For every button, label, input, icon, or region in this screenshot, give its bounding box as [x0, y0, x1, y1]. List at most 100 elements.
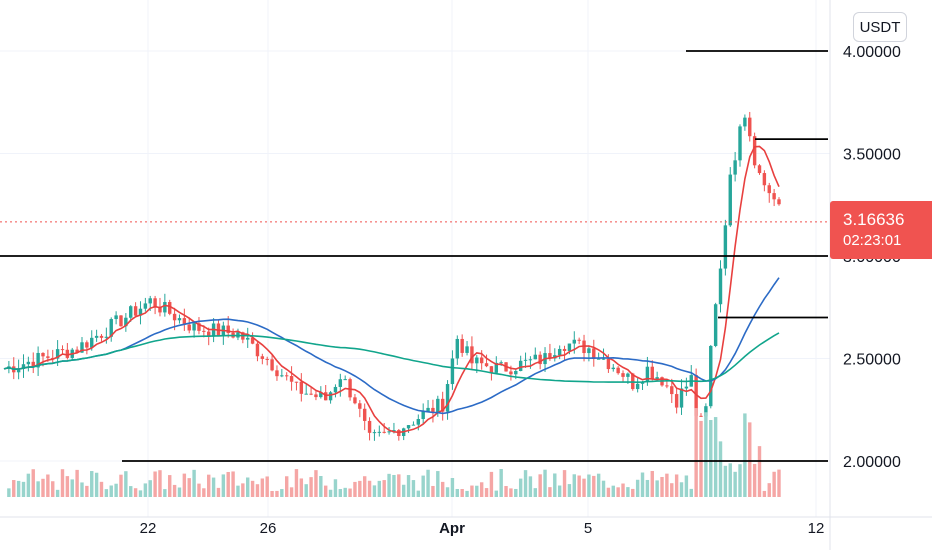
volume-bar: [616, 487, 620, 497]
volume-bar: [168, 475, 172, 497]
candle-body: [119, 315, 123, 327]
candle-body: [626, 373, 630, 377]
candle-body: [362, 408, 367, 421]
volume-bar: [353, 481, 357, 497]
volume-bar: [192, 469, 196, 497]
candle-body: [16, 368, 21, 373]
price-tick-label: 2.00000: [843, 454, 901, 471]
candle-body: [670, 386, 674, 395]
candle-body: [124, 317, 128, 327]
volume-bar: [689, 488, 693, 497]
candle-body: [601, 358, 606, 360]
volume-bar: [611, 485, 615, 497]
candle-body: [55, 349, 60, 359]
candle-body: [440, 398, 445, 412]
candle-body: [489, 366, 494, 373]
candle-body: [445, 384, 450, 412]
candle-body: [479, 357, 484, 364]
volume-bar: [202, 488, 206, 497]
candle-body: [777, 199, 781, 205]
volume-bar: [65, 476, 70, 497]
candle-body: [509, 371, 513, 375]
candle-body: [21, 364, 26, 369]
volume-bar: [416, 490, 421, 497]
volume-bar: [153, 471, 157, 497]
candle-body: [577, 339, 581, 341]
volume-bar: [567, 484, 572, 497]
price-tick-label: 4.00000: [843, 44, 901, 61]
volume-bar: [694, 408, 698, 497]
candle-body: [129, 306, 133, 318]
price-tick-label: 3.50000: [843, 147, 901, 164]
candle-body: [75, 349, 79, 353]
candle-body: [168, 302, 172, 314]
volume-bar: [289, 487, 294, 497]
volume-bar: [499, 469, 503, 497]
candle-body: [314, 394, 318, 398]
volume-bar: [104, 489, 109, 497]
time-tick-label: 26: [260, 520, 277, 537]
candle-body: [523, 359, 528, 361]
volume-bar: [304, 484, 308, 497]
volume-bar: [314, 470, 318, 497]
candle-body: [611, 367, 615, 370]
candle-body: [90, 337, 94, 348]
candle-body: [484, 363, 489, 367]
volume-bar: [70, 479, 74, 497]
volume-bar: [372, 485, 377, 497]
bar-countdown-timer: 02:23:01: [843, 232, 902, 249]
candle-body: [85, 342, 89, 348]
volume-bar: [51, 481, 55, 497]
candle-body: [679, 388, 684, 408]
volume-bar: [46, 474, 50, 497]
volume-bar: [582, 478, 586, 497]
volume-bar: [518, 478, 523, 497]
ma-fast-line: [3, 145, 780, 434]
volume-bar: [557, 485, 562, 497]
candle-body: [772, 193, 776, 200]
volume-bar: [436, 471, 440, 497]
volume-bar: [626, 487, 630, 497]
candle-body: [99, 335, 104, 338]
candle-body: [280, 375, 284, 377]
candle-body: [65, 349, 70, 358]
volume-bar: [226, 471, 230, 497]
candle-body: [226, 325, 230, 334]
currency-selector-button[interactable]: USDT: [853, 12, 907, 42]
volume-bar: [60, 469, 65, 497]
volume-bar: [129, 486, 133, 497]
time-tick-label: 5: [584, 520, 592, 537]
candle-body: [265, 358, 269, 360]
candle-body: [31, 361, 35, 368]
candle-body: [557, 348, 562, 356]
candle-body: [436, 398, 440, 413]
candle-body: [114, 315, 118, 320]
candle-body: [275, 370, 279, 377]
volume-bar: [538, 474, 542, 497]
candle-body: [465, 346, 469, 353]
ma-mid-line: [3, 277, 780, 415]
volume-bar: [665, 473, 669, 497]
volume-bar: [704, 412, 708, 497]
volume-bar: [138, 490, 143, 497]
candle-body: [26, 361, 31, 365]
volume-bar: [16, 480, 21, 497]
volume-bar: [85, 485, 89, 497]
candle-body: [60, 349, 65, 351]
volume-bar: [660, 476, 664, 497]
volume-bar: [80, 482, 84, 497]
volume-bar: [99, 481, 104, 497]
candle-body: [348, 379, 352, 398]
volume-bar: [333, 479, 338, 497]
candle-body: [270, 359, 274, 371]
volume-bar: [421, 475, 425, 497]
volume-bar: [606, 487, 611, 497]
volume-bar: [143, 483, 148, 497]
volume-bar: [41, 478, 45, 497]
price-tick-label: 2.50000: [843, 352, 901, 369]
candle-body: [743, 117, 747, 127]
candle-body: [358, 403, 362, 409]
candle-body: [704, 406, 708, 417]
